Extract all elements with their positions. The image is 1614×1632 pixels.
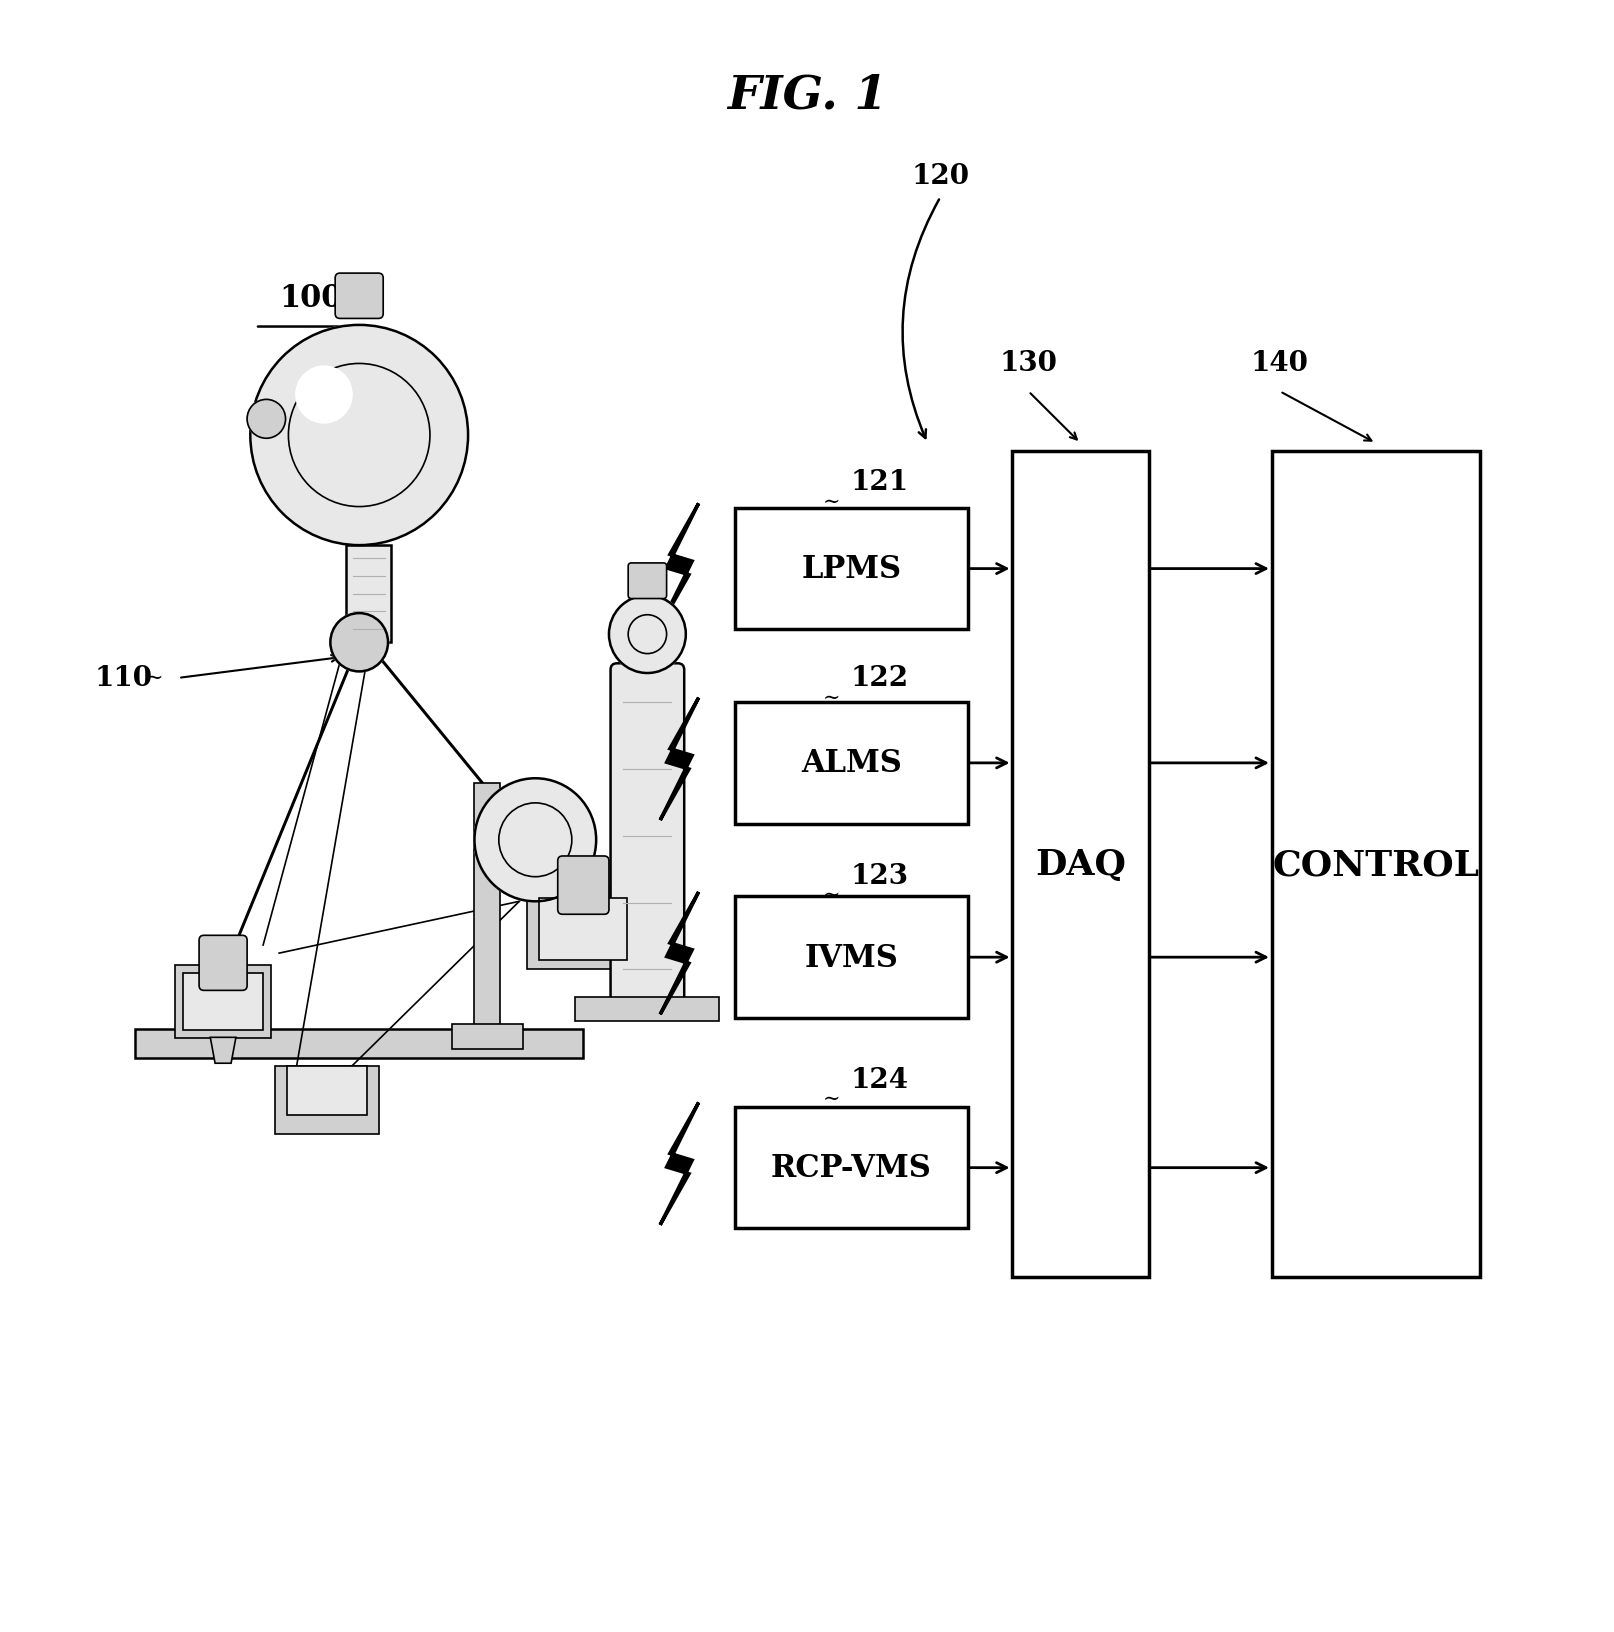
Polygon shape — [660, 698, 699, 821]
FancyBboxPatch shape — [452, 1025, 523, 1049]
Circle shape — [475, 778, 596, 902]
Text: CONTROL: CONTROL — [1272, 847, 1478, 881]
FancyBboxPatch shape — [734, 703, 967, 824]
Text: ∼: ∼ — [822, 1090, 839, 1108]
Polygon shape — [660, 893, 699, 1015]
Text: ∼: ∼ — [147, 669, 163, 689]
Text: 130: 130 — [999, 349, 1057, 377]
Text: DAQ: DAQ — [1035, 847, 1125, 881]
FancyBboxPatch shape — [174, 966, 271, 1038]
Polygon shape — [210, 1038, 236, 1064]
Circle shape — [331, 614, 387, 672]
FancyBboxPatch shape — [1272, 452, 1478, 1278]
Circle shape — [608, 596, 686, 674]
Text: 120: 120 — [910, 163, 968, 191]
Text: IVMS: IVMS — [804, 942, 897, 973]
FancyBboxPatch shape — [575, 997, 718, 1022]
Text: 100: 100 — [279, 282, 342, 313]
Text: RCP-VMS: RCP-VMS — [770, 1152, 931, 1183]
FancyBboxPatch shape — [734, 1106, 967, 1229]
Polygon shape — [660, 1103, 699, 1226]
FancyBboxPatch shape — [199, 935, 247, 991]
FancyBboxPatch shape — [475, 783, 500, 1030]
Text: 140: 140 — [1251, 349, 1307, 377]
FancyBboxPatch shape — [274, 1067, 379, 1134]
Polygon shape — [660, 504, 699, 627]
Text: ∼: ∼ — [822, 689, 839, 707]
FancyBboxPatch shape — [734, 509, 967, 630]
Text: 122: 122 — [851, 664, 909, 692]
FancyBboxPatch shape — [336, 274, 383, 320]
Text: ∼: ∼ — [822, 493, 839, 511]
Circle shape — [250, 326, 468, 545]
Circle shape — [295, 366, 352, 424]
FancyBboxPatch shape — [136, 1030, 583, 1059]
Text: ALMS: ALMS — [801, 747, 901, 778]
Text: ∼: ∼ — [822, 886, 839, 904]
FancyBboxPatch shape — [287, 1067, 366, 1115]
FancyBboxPatch shape — [1012, 452, 1148, 1278]
Text: 123: 123 — [851, 862, 909, 889]
FancyBboxPatch shape — [734, 898, 967, 1018]
FancyBboxPatch shape — [528, 889, 639, 969]
Text: 121: 121 — [851, 468, 909, 496]
FancyBboxPatch shape — [628, 563, 667, 599]
FancyBboxPatch shape — [182, 974, 263, 1030]
Circle shape — [247, 400, 286, 439]
FancyBboxPatch shape — [345, 545, 391, 643]
FancyBboxPatch shape — [557, 857, 608, 914]
Text: 110: 110 — [95, 664, 153, 692]
FancyBboxPatch shape — [539, 899, 626, 960]
Text: FIG. 1: FIG. 1 — [726, 73, 888, 119]
Text: 124: 124 — [851, 1066, 909, 1093]
Text: LPMS: LPMS — [801, 553, 901, 584]
FancyBboxPatch shape — [610, 664, 684, 1009]
